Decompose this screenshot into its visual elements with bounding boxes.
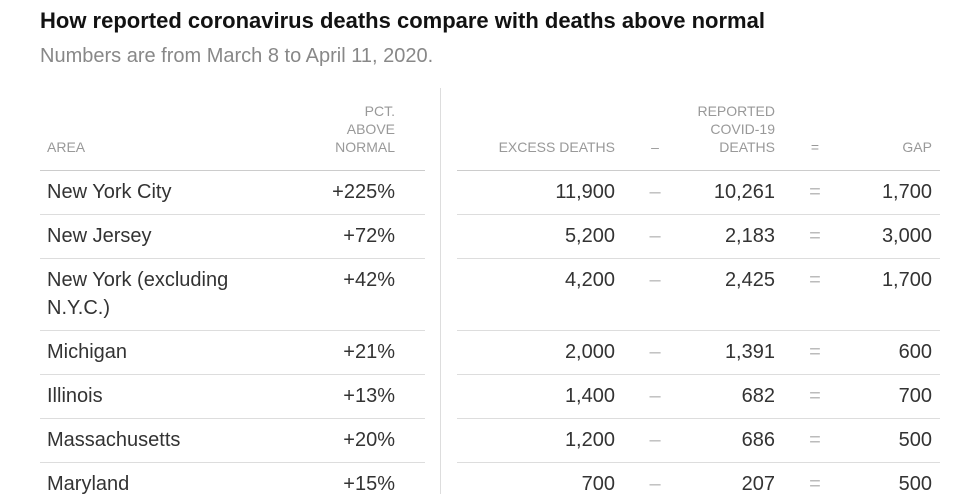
table-row: New York (excluding N.Y.C.) +42% 4,200–2,4…	[40, 259, 940, 331]
header-line: EXCESS DEATHS	[498, 139, 615, 155]
table-cell: +42%	[280, 259, 425, 331]
table-cell: =	[785, 463, 845, 494]
table-cell: 2,425	[685, 259, 785, 331]
table-cell: Illinois	[40, 375, 280, 419]
table-cell: =	[785, 215, 845, 259]
table-row: Maryland +15% 700–207 = 500	[40, 463, 940, 494]
table-cell: –	[625, 331, 685, 375]
column-gap	[425, 463, 457, 494]
table-cell: 2,000	[457, 331, 625, 375]
table-row: New York City +225% 11,900–10,261 = 1,700	[40, 171, 940, 215]
table-cell: 500	[845, 419, 940, 463]
header-line: PCT.	[364, 103, 395, 119]
header-line: –	[651, 139, 659, 155]
table-cell: 1,400	[457, 375, 625, 419]
column-gap	[425, 259, 457, 331]
column-header: EXCESS DEATHS	[457, 100, 625, 171]
header-line: =	[810, 139, 820, 155]
table-cell: 1,391	[685, 331, 785, 375]
column-gap	[425, 331, 457, 375]
header-line: ABOVE	[346, 121, 395, 137]
table-cell: 600	[845, 331, 940, 375]
table-row: Massachusetts +20% 1,200–686 = 500	[40, 419, 940, 463]
column-gap	[425, 215, 457, 259]
header-line: COVID-19	[710, 121, 775, 137]
table-cell: New York (excluding N.Y.C.)	[40, 259, 280, 331]
table-cell: Michigan	[40, 331, 280, 375]
column-header: AREA	[40, 100, 280, 171]
table-cell: –	[625, 375, 685, 419]
table-row: New Jersey +72% 5,200–2,183 = 3,000	[40, 215, 940, 259]
table-cell: –	[625, 419, 685, 463]
column-header: GAP	[845, 100, 940, 171]
table-cell: =	[785, 419, 845, 463]
table-cell: 11,900	[457, 171, 625, 215]
column-header: –	[625, 100, 685, 171]
subtitle: Numbers are from March 8 to April 11, 20…	[40, 45, 434, 67]
table-cell: =	[785, 259, 845, 331]
column-header: PCT. ABOVE NORMAL	[280, 100, 425, 171]
table-cell: +15%	[280, 463, 425, 494]
column-gap	[425, 100, 457, 171]
header-line: AREA	[47, 139, 86, 155]
table-cell: 1,700	[845, 171, 940, 215]
table-cell: 2,183	[685, 215, 785, 259]
table-cell: 700	[457, 463, 625, 494]
column-gap	[425, 419, 457, 463]
header-line: NORMAL	[335, 139, 395, 155]
column-header: =	[785, 100, 845, 171]
table-cell: 10,261	[685, 171, 785, 215]
table-cell: +20%	[280, 419, 425, 463]
table-cell: –	[625, 259, 685, 331]
header-row: AREA PCT. ABOVE NORMAL EXCESS DEATHS – REPORTE…	[40, 100, 940, 171]
table-cell: –	[625, 463, 685, 494]
table-cell: =	[785, 171, 845, 215]
table-cell: +72%	[280, 215, 425, 259]
table-cell: New Jersey	[40, 215, 280, 259]
table-row: Michigan +21% 2,000–1,391 = 600	[40, 331, 940, 375]
table-cell: =	[785, 375, 845, 419]
column-gap	[425, 171, 457, 215]
table-cell: 207	[685, 463, 785, 494]
table-cell: 3,000	[845, 215, 940, 259]
column-header: REPORTED COVID-19 DEATHS	[685, 100, 785, 171]
column-gap	[425, 375, 457, 419]
table-cell: 1,200	[457, 419, 625, 463]
header-line: REPORTED	[697, 103, 775, 119]
table-cell: Massachusetts	[40, 419, 280, 463]
table-cell: Maryland	[40, 463, 280, 494]
table-cell: +225%	[280, 171, 425, 215]
table-cell: +13%	[280, 375, 425, 419]
table-cell: 500	[845, 463, 940, 494]
table-cell: 4,200	[457, 259, 625, 331]
table-cell: =	[785, 331, 845, 375]
table-cell: 5,200	[457, 215, 625, 259]
table-cell: +21%	[280, 331, 425, 375]
table-cell: New York City	[40, 171, 280, 215]
table-cell: 682	[685, 375, 785, 419]
table: AREA PCT. ABOVE NORMAL EXCESS DEATHS – REPORTE…	[40, 100, 940, 494]
table-cell: 686	[685, 419, 785, 463]
table-cell: 1,700	[845, 259, 940, 331]
table-cell: –	[625, 215, 685, 259]
table-row: Illinois +13% 1,400–682 = 700	[40, 375, 940, 419]
header-line: GAP	[902, 139, 932, 155]
divider	[440, 88, 441, 494]
table-cell: 700	[845, 375, 940, 419]
title: How reported coronavirus deaths compare …	[40, 8, 765, 33]
header-line: DEATHS	[719, 139, 775, 155]
table-cell: –	[625, 171, 685, 215]
